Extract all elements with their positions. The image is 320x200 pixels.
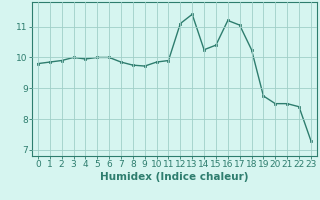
X-axis label: Humidex (Indice chaleur): Humidex (Indice chaleur) <box>100 172 249 182</box>
